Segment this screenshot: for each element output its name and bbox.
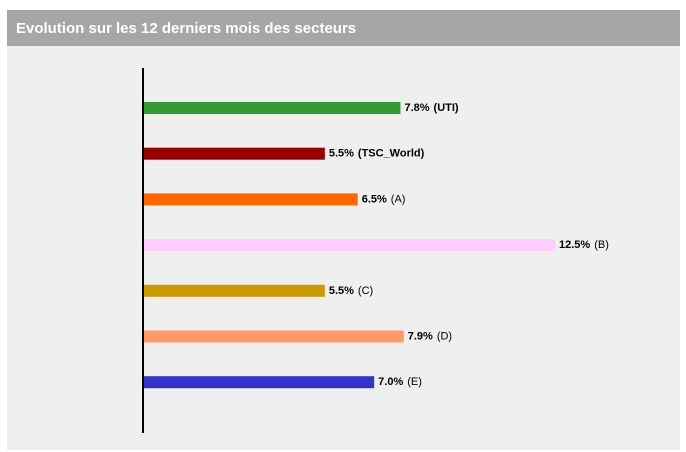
bar-label: 7.9% (D) [408,330,452,342]
value-label: 7.8% [404,102,429,114]
bar [144,239,555,252]
value-label: 5.5% [329,285,354,297]
bar-label: 7.8% (UTI) [404,102,458,114]
category-label: (UTI) [434,102,459,114]
category-label: (D) [437,330,452,342]
category-label: (TSC_World) [358,148,425,160]
bar [144,284,325,297]
value-label: 6.5% [362,193,387,205]
bar-label: 7.0% (E) [378,376,422,388]
category-label: (C) [358,285,373,297]
panel-header [7,10,680,46]
category-label: (A) [391,193,406,205]
bar [144,102,401,114]
bar [144,330,404,343]
value-label: 7.9% [408,330,433,342]
bar-label: 6.5% (A) [362,193,406,205]
value-label: 5.5% [329,148,354,160]
chart-title: Evolution sur les 12 derniers mois des s… [16,20,356,37]
value-label: 12.5% [559,239,590,251]
bar-label: 5.5% (C) [329,285,373,297]
bar [144,376,375,389]
category-label: (E) [407,376,422,388]
bar-label: 5.5% (TSC_World) [329,148,425,160]
bar-label: 12.5% (B) [559,239,609,251]
bar [144,147,325,160]
value-label: 7.0% [378,376,403,388]
bar [144,193,358,206]
category-label: (B) [594,239,609,251]
